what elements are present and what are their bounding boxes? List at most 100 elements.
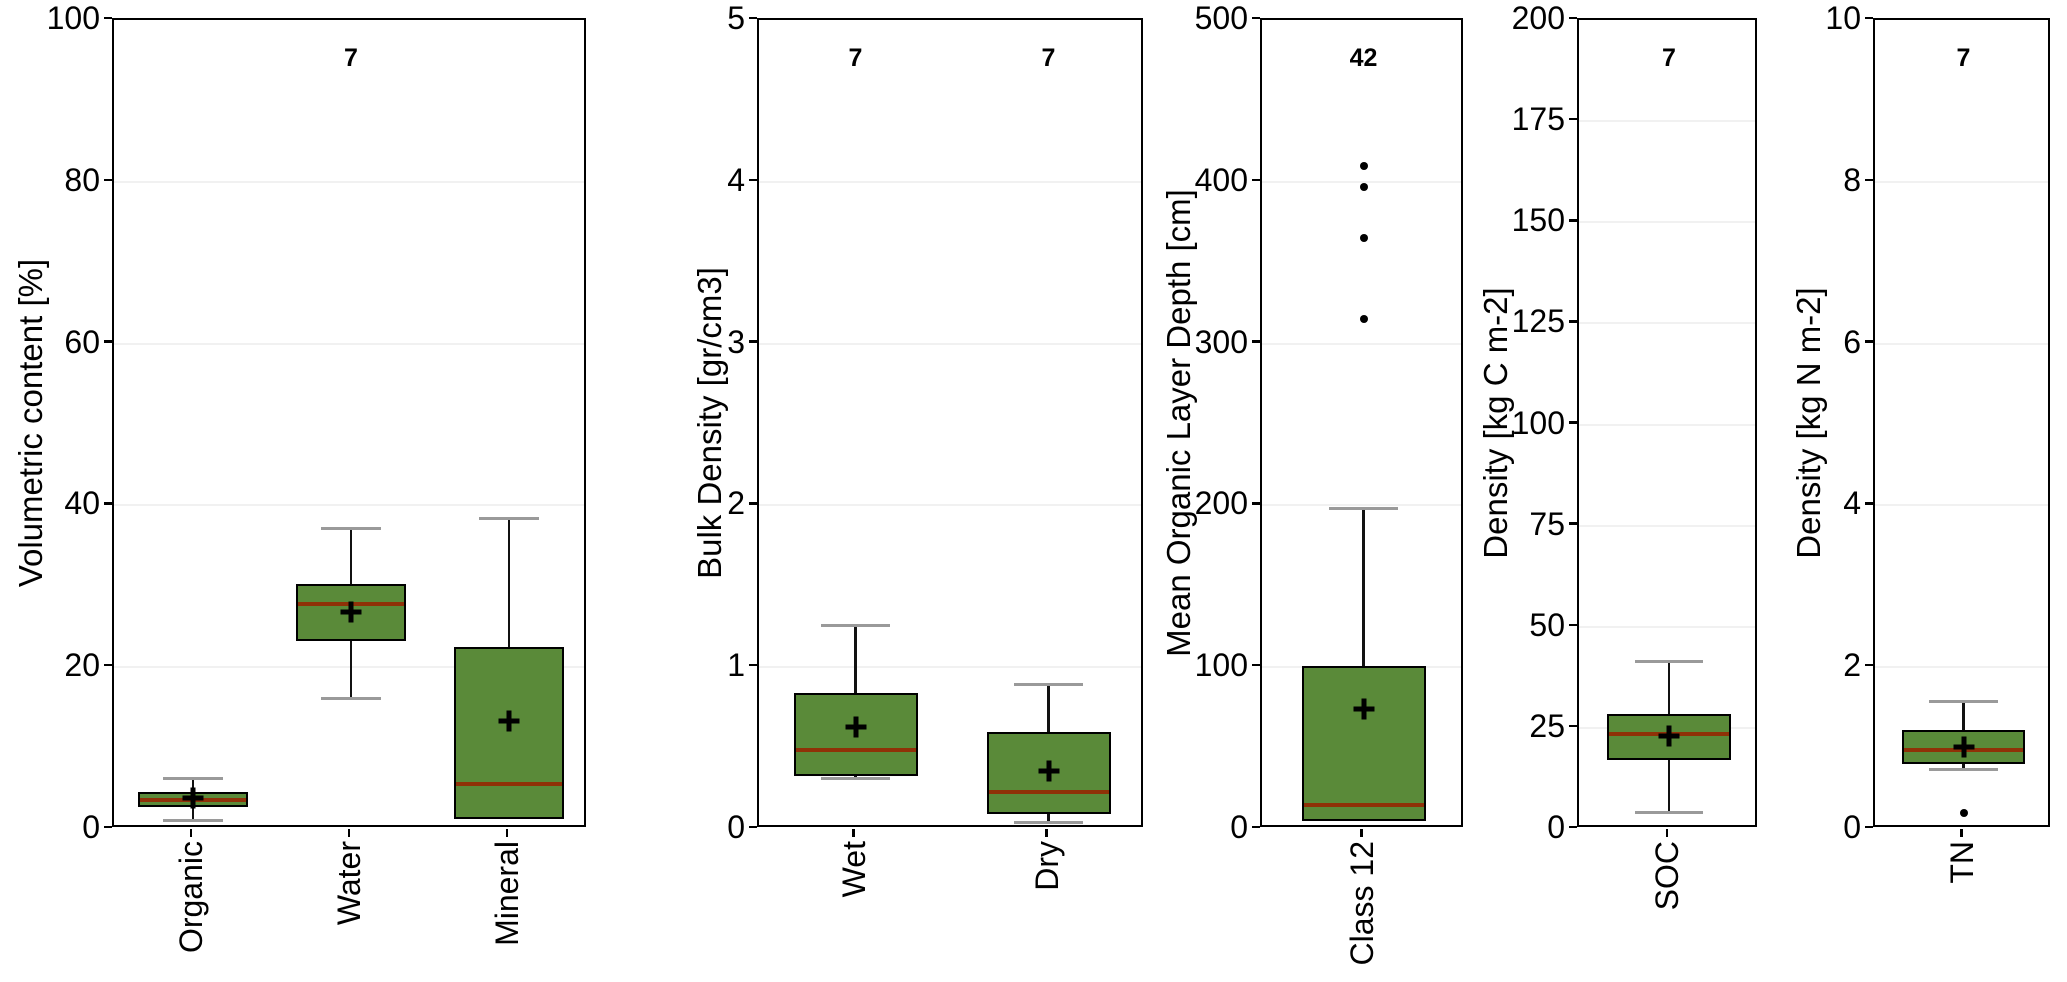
mean-marker <box>845 716 866 738</box>
whisker <box>1667 661 1671 714</box>
y-tick-label: 5 <box>727 0 745 36</box>
whisker <box>1962 701 1965 731</box>
mean-marker <box>182 787 204 809</box>
median-line <box>795 747 916 752</box>
x-tick-mark <box>1045 829 1048 837</box>
y-tick-label: 60 <box>64 323 100 360</box>
gridline <box>1875 504 2048 507</box>
plot-area: 42 <box>1260 18 1463 827</box>
gridline <box>1579 423 1755 426</box>
x-tick-mark <box>347 829 351 837</box>
y-tick-mark <box>749 178 757 182</box>
y-tick-mark <box>1569 320 1577 323</box>
median-line <box>988 789 1109 794</box>
x-tick-mark <box>189 829 193 837</box>
x-tick-label: Wet <box>835 841 872 898</box>
y-tick-mark <box>1252 178 1260 182</box>
x-tick-label: Class 12 <box>1343 841 1380 966</box>
whisker-cap <box>1929 699 1998 703</box>
y-tick-label: 125 <box>1511 303 1565 340</box>
whisker <box>191 807 195 821</box>
gridline <box>1579 120 1755 123</box>
panel-2: Bulk Density [gr/cm3] 7 7 0 1 2 3 4 5 Wet Dry <box>586 0 1143 982</box>
gridline <box>1262 504 1461 507</box>
whisker-cap <box>478 516 540 520</box>
y-tick-label: 25 <box>1529 707 1565 744</box>
y-tick-mark <box>1865 178 1873 182</box>
y-tick-mark <box>749 502 757 505</box>
y-tick-mark <box>1569 724 1577 728</box>
plot-area: 7 <box>112 18 586 827</box>
gridline <box>759 342 1141 345</box>
y-tick-mark <box>1569 623 1577 626</box>
panel-4: Density [kg C m-2] 7 0 25 50 75 100 125 150 175 20… <box>1463 0 1757 982</box>
y-tick-mark <box>749 16 757 20</box>
y-tick-mark <box>1569 825 1577 829</box>
y-tick-label: 500 <box>1194 0 1248 36</box>
y-tick-label: 6 <box>1843 323 1861 360</box>
y-tick-label: 75 <box>1529 505 1565 542</box>
y-tick-mark <box>1252 825 1260 829</box>
gridline <box>759 666 1141 669</box>
y-tick-label: 1 <box>727 647 745 684</box>
box <box>1901 730 2026 765</box>
count-label: 7 <box>344 44 358 72</box>
y-tick-mark <box>104 825 112 829</box>
x-tick-mark <box>1665 829 1669 837</box>
whisker <box>1362 508 1365 666</box>
y-tick-mark <box>1569 522 1577 525</box>
x-tick-label: TN <box>1943 841 1980 884</box>
y-tick-mark <box>104 178 112 182</box>
x-tick-label: SOC <box>1649 841 1685 911</box>
whisker-cap <box>1014 821 1083 825</box>
whisker <box>191 778 195 792</box>
count-label: 7 <box>1956 44 1971 72</box>
y-tick-mark <box>1865 340 1873 343</box>
y-tick-mark <box>1865 502 1873 505</box>
plot-area: 7 <box>1577 18 1757 827</box>
y-tick-mark <box>1569 421 1577 424</box>
gridline <box>1579 524 1755 527</box>
y-tick-mark <box>1252 16 1260 20</box>
outlier-point <box>1959 808 1968 817</box>
x-tick-label: Water <box>331 841 367 926</box>
y-axis-title: Bulk Density [gr/cm3] <box>691 266 728 579</box>
whisker <box>1667 760 1671 813</box>
mean-marker <box>1038 760 1059 782</box>
whisker-cap <box>320 697 382 701</box>
gridline <box>759 504 1141 507</box>
y-tick-mark <box>104 502 112 505</box>
y-tick-label: 100 <box>1511 404 1565 441</box>
whisker-cap <box>1929 767 1998 771</box>
gridline <box>1262 342 1461 345</box>
y-axis-title: Volumetric content [%] <box>12 258 49 587</box>
y-tick-mark <box>1569 117 1577 121</box>
whisker-cap <box>162 818 224 822</box>
whisker-cap <box>1634 811 1704 815</box>
x-tick-label: Dry <box>1028 841 1065 891</box>
outlier-point <box>1359 161 1368 170</box>
y-tick-label: 400 <box>1194 161 1248 198</box>
y-tick-mark <box>749 340 757 343</box>
y-tick-label: 200 <box>1194 485 1248 522</box>
y-axis-title: Mean Organic Layer Depth [cm] <box>1160 188 1197 657</box>
gridline <box>1262 180 1461 183</box>
box <box>453 646 565 820</box>
y-tick-mark <box>1865 16 1873 20</box>
gridline <box>1579 322 1755 325</box>
y-tick-mark <box>749 663 757 667</box>
count-label: 7 <box>1041 44 1056 72</box>
outlier-point <box>1359 315 1368 324</box>
outlier-point <box>1359 182 1368 191</box>
y-tick-label: 80 <box>64 161 100 198</box>
mean-marker <box>498 710 520 732</box>
y-tick-label: 200 <box>1511 0 1565 36</box>
gridline <box>114 180 584 183</box>
whisker <box>854 775 857 779</box>
y-tick-label: 300 <box>1194 323 1248 360</box>
gridline <box>759 180 1141 183</box>
y-tick-label: 4 <box>727 161 745 198</box>
y-tick-mark <box>104 663 112 667</box>
